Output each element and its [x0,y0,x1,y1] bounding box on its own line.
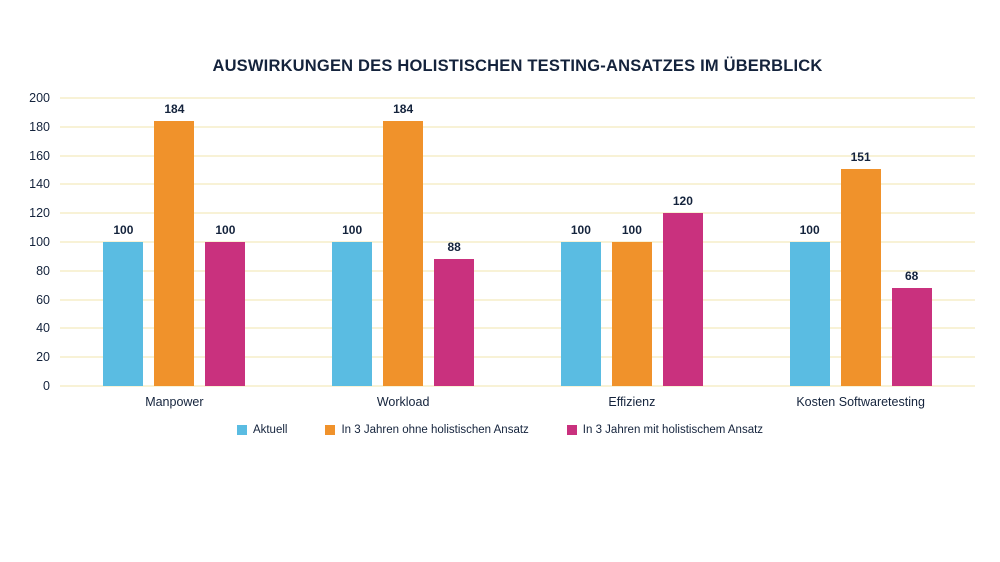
x-axis-category-label: Kosten Softwaretesting [796,395,925,409]
y-axis-tick-label: 0 [43,379,50,393]
x-axis-category-label: Effizienz [608,395,656,409]
gridline [60,241,975,243]
y-axis-tick-label: 140 [29,177,50,192]
bar [560,242,601,386]
bar-value-label: 68 [904,269,919,284]
bar-group: 100 151 68 [746,98,975,386]
y-axis-tick-label: 20 [36,350,50,365]
gridline [60,125,975,128]
gridline [60,97,975,99]
bar-column: 120 [662,98,703,386]
bar-column: 88 [434,98,475,386]
x-axis-category-label: Manpower [145,395,204,409]
legend-item: In 3 Jahren ohne holistischen Ansatz [325,424,529,436]
bar-value-label: 100 [215,223,236,237]
gridline [60,269,975,272]
bar-column: 151 [840,98,881,386]
bar-value-label: 184 [393,102,414,117]
gridline [60,327,975,330]
plot-area: 100 184 100 100 184 88 100 100 120 100 151 68 Manpo… [29,91,975,409]
legend-swatch-icon [566,425,577,435]
bar [611,242,652,386]
chart-title: AUSWIRKUNGEN DES HOLISTISCHEN TESTING-AN… [212,57,823,75]
legend-label: Aktuell [252,424,288,436]
bar-column: 184 [154,98,195,386]
bar-groups-container: 100 184 100 100 184 88 100 100 120 100 151 68 [60,98,975,386]
bar [434,259,475,386]
legend-swatch-icon [325,425,336,435]
bar [103,242,144,386]
legend-item: Aktuell [236,424,288,436]
bar-value-label: 100 [621,223,642,237]
bar-column: 100 [560,98,601,386]
bar [154,121,195,386]
bar-column: 100 [205,98,246,386]
gridline [60,385,975,387]
y-axis-tick-label: 40 [36,321,50,336]
y-axis-tick-label: 160 [29,148,50,163]
bar-value-label: 151 [850,149,871,164]
bar-value-label: 88 [447,240,461,255]
legend: Aktuell In 3 Jahren ohne holistischen Ans… [0,424,1000,436]
bar [840,168,881,386]
bar-cluster: 100 184 88 [332,98,475,386]
x-axis-labels-row: Manpower Workload Effizienz Kosten Software… [60,395,975,409]
bar [383,121,424,386]
bar-value-label: 184 [164,102,185,117]
bar-column: 184 [383,98,424,386]
gridline [60,183,975,186]
bar-column: 100 [611,98,652,386]
y-axis-tick-label: 80 [36,263,50,278]
y-axis-tick-label: 100 [29,235,50,249]
bar-value-label: 100 [570,223,591,237]
bar-group: 100 184 88 [289,98,518,386]
bar [662,213,703,386]
legend-label: In 3 Jahren ohne holistischen Ansatz [341,424,529,436]
y-axis-tick-label: 200 [29,91,50,105]
bar-group: 100 100 120 [518,98,747,386]
bar [332,242,373,386]
bar [789,242,830,386]
gridline [60,212,975,215]
bar-column: 100 [103,98,144,386]
bar-value-label: 100 [113,223,134,237]
x-axis-category-label: Workload [376,395,430,409]
bar-cluster: 100 151 68 [789,98,932,386]
y-axis-tick-label: 120 [29,206,50,221]
y-axis-tick-label: 60 [36,292,50,307]
bar-value-label: 100 [342,223,363,237]
bar [205,242,246,386]
bar-cluster: 100 184 100 [103,98,246,386]
bar-value-label: 100 [799,223,820,237]
legend-swatch-icon [236,425,247,435]
gridline [60,356,975,359]
legend-label: In 3 Jahren mit holistischem Ansatz [582,424,764,436]
bar-cluster: 100 100 120 [560,98,703,386]
bar-column: 100 [332,98,373,386]
gridline [60,154,975,157]
bar-column: 100 [789,98,830,386]
bar-value-label: 120 [672,194,693,209]
bar [891,288,932,386]
bar-group: 100 184 100 [60,98,289,386]
y-axis-tick-label: 180 [29,119,50,134]
bar-column: 68 [891,98,932,386]
legend-item: In 3 Jahren mit holistischem Ansatz [566,424,764,436]
gridline [60,298,975,301]
